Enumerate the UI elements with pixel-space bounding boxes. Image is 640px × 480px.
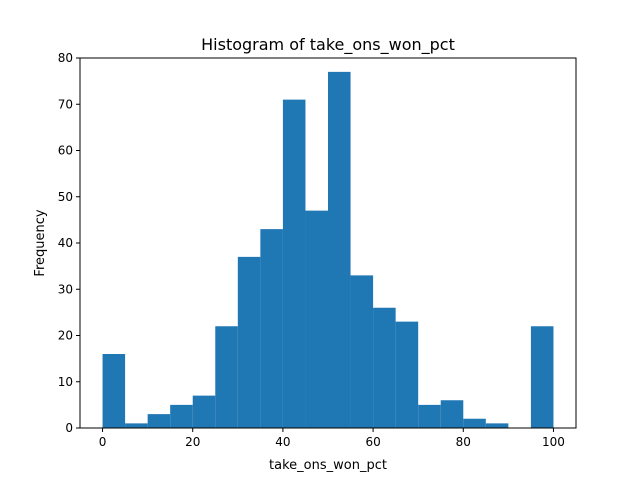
histogram-bar (530, 326, 554, 428)
histogram-bar (328, 71, 351, 429)
histogram-bar (215, 326, 238, 428)
x-tick-label: 20 (185, 435, 200, 449)
x-tick-label: 0 (99, 435, 107, 449)
histogram-bar (373, 307, 396, 428)
histogram-bar (418, 404, 441, 429)
y-tick-label: 50 (58, 190, 73, 204)
x-tick-label: 40 (275, 435, 290, 449)
histogram-bar (260, 229, 283, 429)
y-tick-label: 10 (58, 375, 73, 389)
x-tick-label: 80 (456, 435, 471, 449)
y-tick-label: 20 (58, 329, 73, 343)
histogram-bar (485, 423, 509, 429)
x-tick-label: 100 (542, 435, 565, 449)
histogram-bar (350, 275, 374, 429)
histogram-bar (170, 404, 193, 429)
y-tick-label: 60 (58, 144, 73, 158)
histogram-bar (125, 423, 148, 429)
y-tick-label: 30 (58, 282, 73, 296)
histogram-bar (102, 354, 126, 428)
x-tick-label: 60 (365, 435, 380, 449)
chart-title: Histogram of take_ons_won_pct (201, 35, 455, 55)
y-tick-label: 0 (65, 421, 73, 435)
histogram-bar (463, 418, 486, 428)
y-tick-label: 80 (58, 51, 73, 65)
x-axis-ticks: 0 20 40 60 80 100 (99, 428, 565, 449)
histogram-bar (395, 321, 419, 429)
histogram-bar (440, 400, 464, 428)
y-axis-ticks: 0 10 20 30 40 50 60 70 80 (58, 51, 80, 435)
histogram-bar (192, 395, 216, 429)
y-tick-label: 70 (58, 97, 73, 111)
y-axis-label: Frequency (33, 209, 48, 276)
histogram-bar (147, 414, 171, 429)
bars-group (102, 71, 554, 429)
histogram-bar (282, 99, 306, 429)
y-tick-label: 40 (58, 236, 73, 250)
x-axis-label: take_ons_won_pct (269, 458, 387, 473)
histogram-bar (237, 256, 261, 429)
histogram-bar (305, 210, 328, 429)
